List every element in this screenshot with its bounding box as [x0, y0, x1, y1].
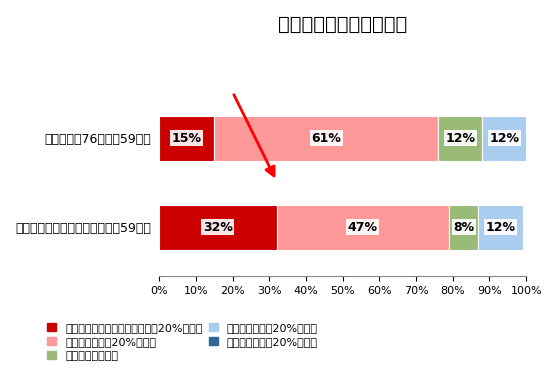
- Bar: [482, 116, 526, 161]
- Bar: [159, 205, 277, 250]
- Bar: [214, 116, 438, 161]
- Bar: [449, 205, 478, 250]
- Text: 61%: 61%: [311, 132, 341, 145]
- Legend: 深刻な減益（営業利益対前年比20%以上）, 多少の減益（同20%未満）, ほとんど影響なし, 多少の増益（同20%未満）, 大きく増益（同20%以上）: 深刻な減益（営業利益対前年比20%以上）, 多少の減益（同20%未満）, ほとん…: [47, 323, 318, 361]
- Bar: [277, 205, 449, 250]
- Text: 15%: 15%: [172, 132, 202, 145]
- Bar: [478, 205, 522, 250]
- Text: 12%: 12%: [486, 221, 515, 234]
- Text: 32%: 32%: [203, 221, 233, 234]
- Text: 8%: 8%: [453, 221, 475, 234]
- Text: 12%: 12%: [489, 132, 519, 145]
- Text: 12%: 12%: [445, 132, 475, 145]
- Title: 円高の影響（対米ドル）: 円高の影響（対米ドル）: [278, 15, 407, 34]
- Text: 47%: 47%: [348, 221, 378, 234]
- Bar: [438, 116, 482, 161]
- Bar: [159, 116, 214, 161]
